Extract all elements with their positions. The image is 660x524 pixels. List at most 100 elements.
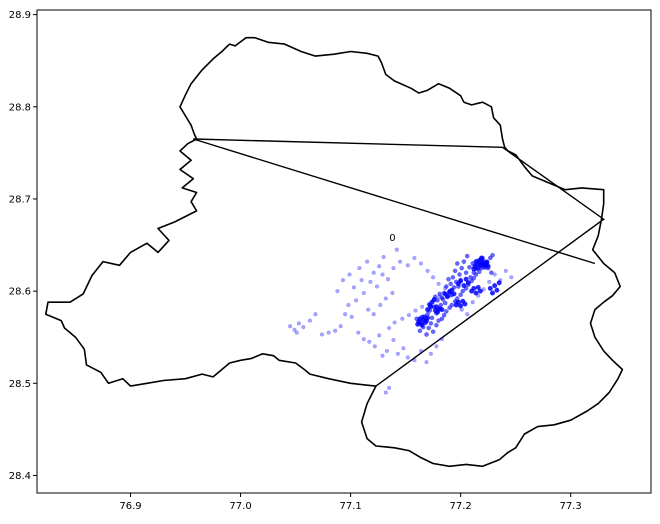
- y-tick-label: 28.7: [9, 194, 31, 205]
- scatter-point: [430, 329, 436, 335]
- scatter-point: [463, 276, 469, 282]
- scatter-point: [400, 316, 405, 321]
- scatter-point: [425, 307, 431, 313]
- scatter-point: [418, 261, 424, 266]
- scatter-point: [424, 332, 429, 337]
- scatter-point: [460, 288, 466, 294]
- scatter-point: [503, 268, 508, 274]
- scatter-point: [441, 312, 447, 318]
- scatter-point: [509, 275, 514, 280]
- scatter-point: [473, 259, 479, 265]
- region-boundary-line: [44, 36, 624, 468]
- scatter-point: [386, 325, 392, 331]
- scatter-point: [496, 280, 502, 286]
- scatter-point: [384, 348, 390, 354]
- scatter-point: [301, 324, 306, 330]
- scatter-point: [378, 302, 383, 308]
- scatter-point: [380, 353, 385, 358]
- scatter-point: [492, 272, 497, 277]
- scatter-point: [431, 296, 437, 302]
- scatter-point: [434, 309, 441, 315]
- scatter-point: [406, 312, 412, 318]
- scatter-point: [461, 283, 467, 289]
- scatter-point: [437, 291, 443, 297]
- scatter-point: [356, 330, 361, 335]
- scatter-point: [401, 346, 406, 351]
- scatter-point: [385, 277, 391, 282]
- scatter-point: [430, 275, 436, 280]
- scatter-point: [307, 318, 313, 323]
- scatter-point: [412, 358, 417, 363]
- scatter-point: [444, 294, 450, 300]
- scatter-point: [450, 274, 456, 280]
- x-tick-label: 77.1: [339, 501, 361, 512]
- scatter-point: [467, 264, 472, 270]
- scatter-point: [419, 304, 425, 309]
- scatter-point: [368, 279, 373, 285]
- scatter-point: [423, 318, 430, 324]
- scatter-point: [372, 344, 377, 349]
- scatter-point: [371, 312, 376, 317]
- axes-frame: [36, 9, 652, 494]
- scatter-point: [342, 312, 348, 317]
- scatter-point: [492, 283, 498, 289]
- scatter-point: [428, 321, 434, 326]
- scatter-point: [340, 277, 346, 283]
- scatter-point: [468, 274, 473, 280]
- scatter-point: [464, 253, 470, 259]
- scatter-point: [458, 292, 463, 298]
- x-tick-label: 76.9: [119, 501, 141, 512]
- scatter-point: [419, 322, 425, 328]
- scatter-point: [349, 314, 354, 320]
- scatter-point: [296, 321, 302, 326]
- scatter-point: [292, 327, 297, 332]
- scatter-point: [463, 270, 469, 276]
- scatter-point: [335, 288, 340, 294]
- scatter-point: [434, 344, 439, 349]
- x-tick-label: 77.2: [450, 501, 472, 512]
- scatter-point: [391, 265, 396, 271]
- scatter-point: [461, 259, 467, 264]
- scatter-point: [457, 272, 462, 277]
- scatter-point: [439, 295, 445, 300]
- scatter-point: [449, 302, 455, 308]
- scatter-point: [459, 265, 465, 271]
- scatter-point: [390, 290, 395, 296]
- scatter-point: [417, 328, 423, 334]
- x-axis-ticks: 76.9 77.0 77.1 77.2 77.3: [119, 493, 582, 512]
- scatter-point: [383, 390, 388, 395]
- scatter-point: [477, 288, 483, 294]
- hull-lines-layer: [193, 138, 605, 387]
- scatter-point: [471, 266, 477, 272]
- scatter-point: [405, 355, 410, 360]
- scatter-point: [490, 252, 495, 258]
- scatter-point: [478, 255, 485, 261]
- scatter-point: [439, 336, 445, 342]
- scatter-point: [428, 304, 434, 310]
- scatter-point: [485, 263, 491, 269]
- scatter-point: [436, 318, 441, 323]
- scatter-point: [415, 321, 421, 327]
- scatter-point: [397, 259, 403, 264]
- scatter-point: [487, 285, 493, 291]
- scatter-point: [405, 263, 410, 268]
- scatter-point: [443, 309, 449, 314]
- hull-line-1: [193, 138, 596, 265]
- scatter-point: [434, 322, 439, 328]
- scatter-point: [395, 351, 401, 356]
- scatter-point: [351, 285, 357, 290]
- scatter-point: [458, 278, 464, 284]
- scatter-point: [489, 270, 494, 276]
- scatter-point: [353, 298, 359, 303]
- scatter-point: [465, 280, 471, 286]
- scatter-point: [451, 291, 457, 297]
- scatter-point: [377, 264, 382, 269]
- scatter-point: [364, 259, 370, 264]
- scatter-point: [361, 290, 366, 296]
- scatter-point: [371, 270, 376, 275]
- scatter-point: [418, 348, 424, 354]
- scatter-point: [436, 281, 441, 286]
- scatter-point: [429, 315, 435, 321]
- scatter-point: [313, 312, 318, 317]
